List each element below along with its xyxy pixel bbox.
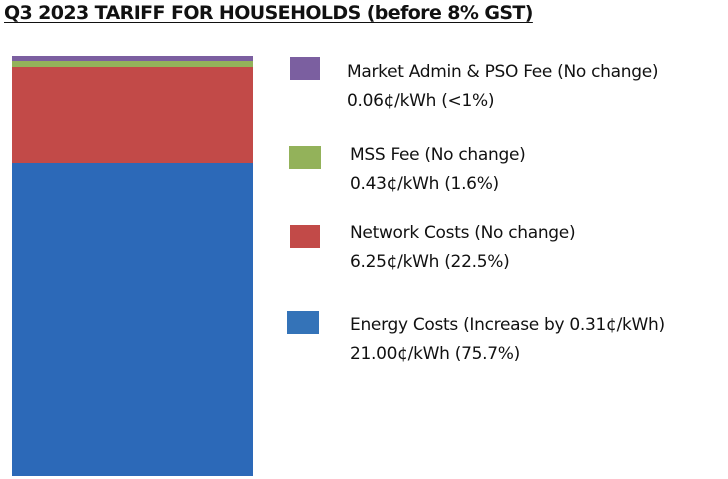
- legend-label: MSS Fee (No change): [350, 145, 526, 165]
- legend-value: 6.25¢/kWh (22.5%): [350, 252, 510, 272]
- legend-value: 0.06¢/kWh (<1%): [347, 91, 495, 111]
- bar-segment-energy-costs: [12, 163, 253, 476]
- legend-swatch-green: [289, 146, 321, 169]
- legend-swatch-blue: [287, 311, 319, 334]
- bar-segment-market-admin: [12, 56, 253, 61]
- legend-value: 0.43¢/kWh (1.6%): [350, 174, 499, 194]
- chart-title: Q3 2023 TARIFF FOR HOUSEHOLDS (before 8%…: [4, 2, 533, 24]
- stacked-bar: [12, 56, 253, 476]
- legend-label: Energy Costs (Increase by 0.31¢/kWh): [350, 315, 665, 335]
- legend-swatch-purple: [290, 57, 320, 80]
- legend-swatch-red: [290, 225, 320, 248]
- legend-label: Network Costs (No change): [350, 223, 576, 243]
- legend-value: 21.00¢/kWh (75.7%): [350, 344, 520, 364]
- bar-segment-network-costs: [12, 67, 253, 163]
- bar-segment-mss-fee: [12, 61, 253, 67]
- legend-label: Market Admin & PSO Fee (No change): [347, 62, 659, 82]
